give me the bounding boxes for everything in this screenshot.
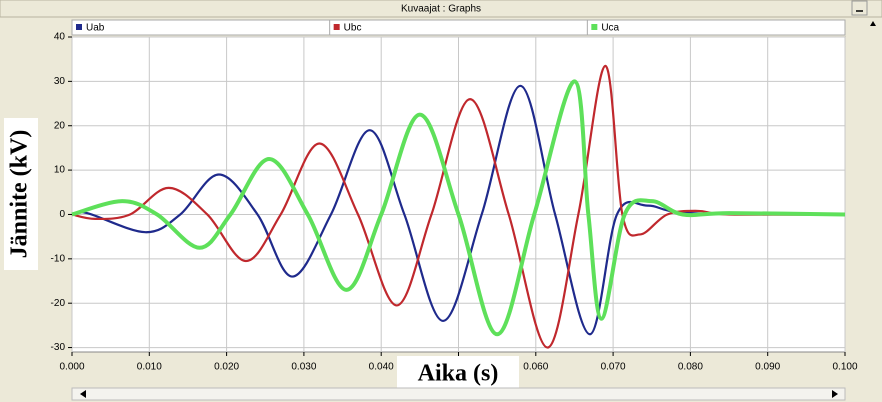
- x-tick-label: 0.090: [755, 362, 780, 373]
- x-label-box: [397, 356, 519, 392]
- y-tick-label: -10: [51, 253, 66, 264]
- y-tick-label: -30: [51, 342, 66, 353]
- scroll-right-arrow[interactable]: [832, 390, 838, 398]
- legend-swatch: [333, 24, 340, 30]
- y-tick-label: 20: [54, 120, 66, 131]
- y-tick-label: 40: [54, 32, 66, 43]
- legend-label: Uab: [86, 23, 105, 34]
- lines: [71, 64, 846, 349]
- y-tick-label: 30: [54, 76, 66, 87]
- legend-swatch: [76, 24, 82, 30]
- series-line: [71, 64, 846, 349]
- x-tick-label: 0.060: [523, 362, 548, 373]
- x-tick-label: 0.020: [214, 362, 239, 373]
- title-bar: [0, 0, 882, 18]
- legend: Uab Ubc Uca: [76, 20, 620, 35]
- y-tick-label: 0: [59, 209, 65, 220]
- x-tick-label: 0.000: [59, 362, 84, 373]
- scrollbar[interactable]: [71, 387, 846, 401]
- y-label-box: [4, 118, 38, 270]
- x-tick-label: 0.070: [601, 362, 626, 373]
- x-tick-label: 0.080: [678, 362, 703, 373]
- legend-label: Ubc: [344, 23, 362, 34]
- y-tick-label: 10: [54, 165, 66, 176]
- series-line: [71, 79, 846, 337]
- x-tick-label: 0.010: [137, 362, 162, 373]
- legend-swatch: [591, 24, 598, 30]
- legend-label: Uca: [601, 23, 619, 34]
- series-line: [71, 84, 846, 336]
- x-tick-label: 0.030: [291, 362, 316, 373]
- legend-bar: [71, 19, 846, 36]
- x-tick-label: 0.040: [369, 362, 394, 373]
- window-title: Kuvaajat : Graphs: [401, 4, 481, 15]
- scroll-up-arrow[interactable]: [870, 21, 876, 26]
- x-tick-label: 0.100: [832, 362, 857, 373]
- scroll-left-arrow[interactable]: [80, 390, 86, 398]
- minimize-button[interactable]: [851, 0, 868, 16]
- x-axis-label: Aika (s): [418, 361, 499, 387]
- y-axis-label: Jännite (kV): [7, 130, 33, 259]
- y-tick-label: -20: [51, 298, 66, 309]
